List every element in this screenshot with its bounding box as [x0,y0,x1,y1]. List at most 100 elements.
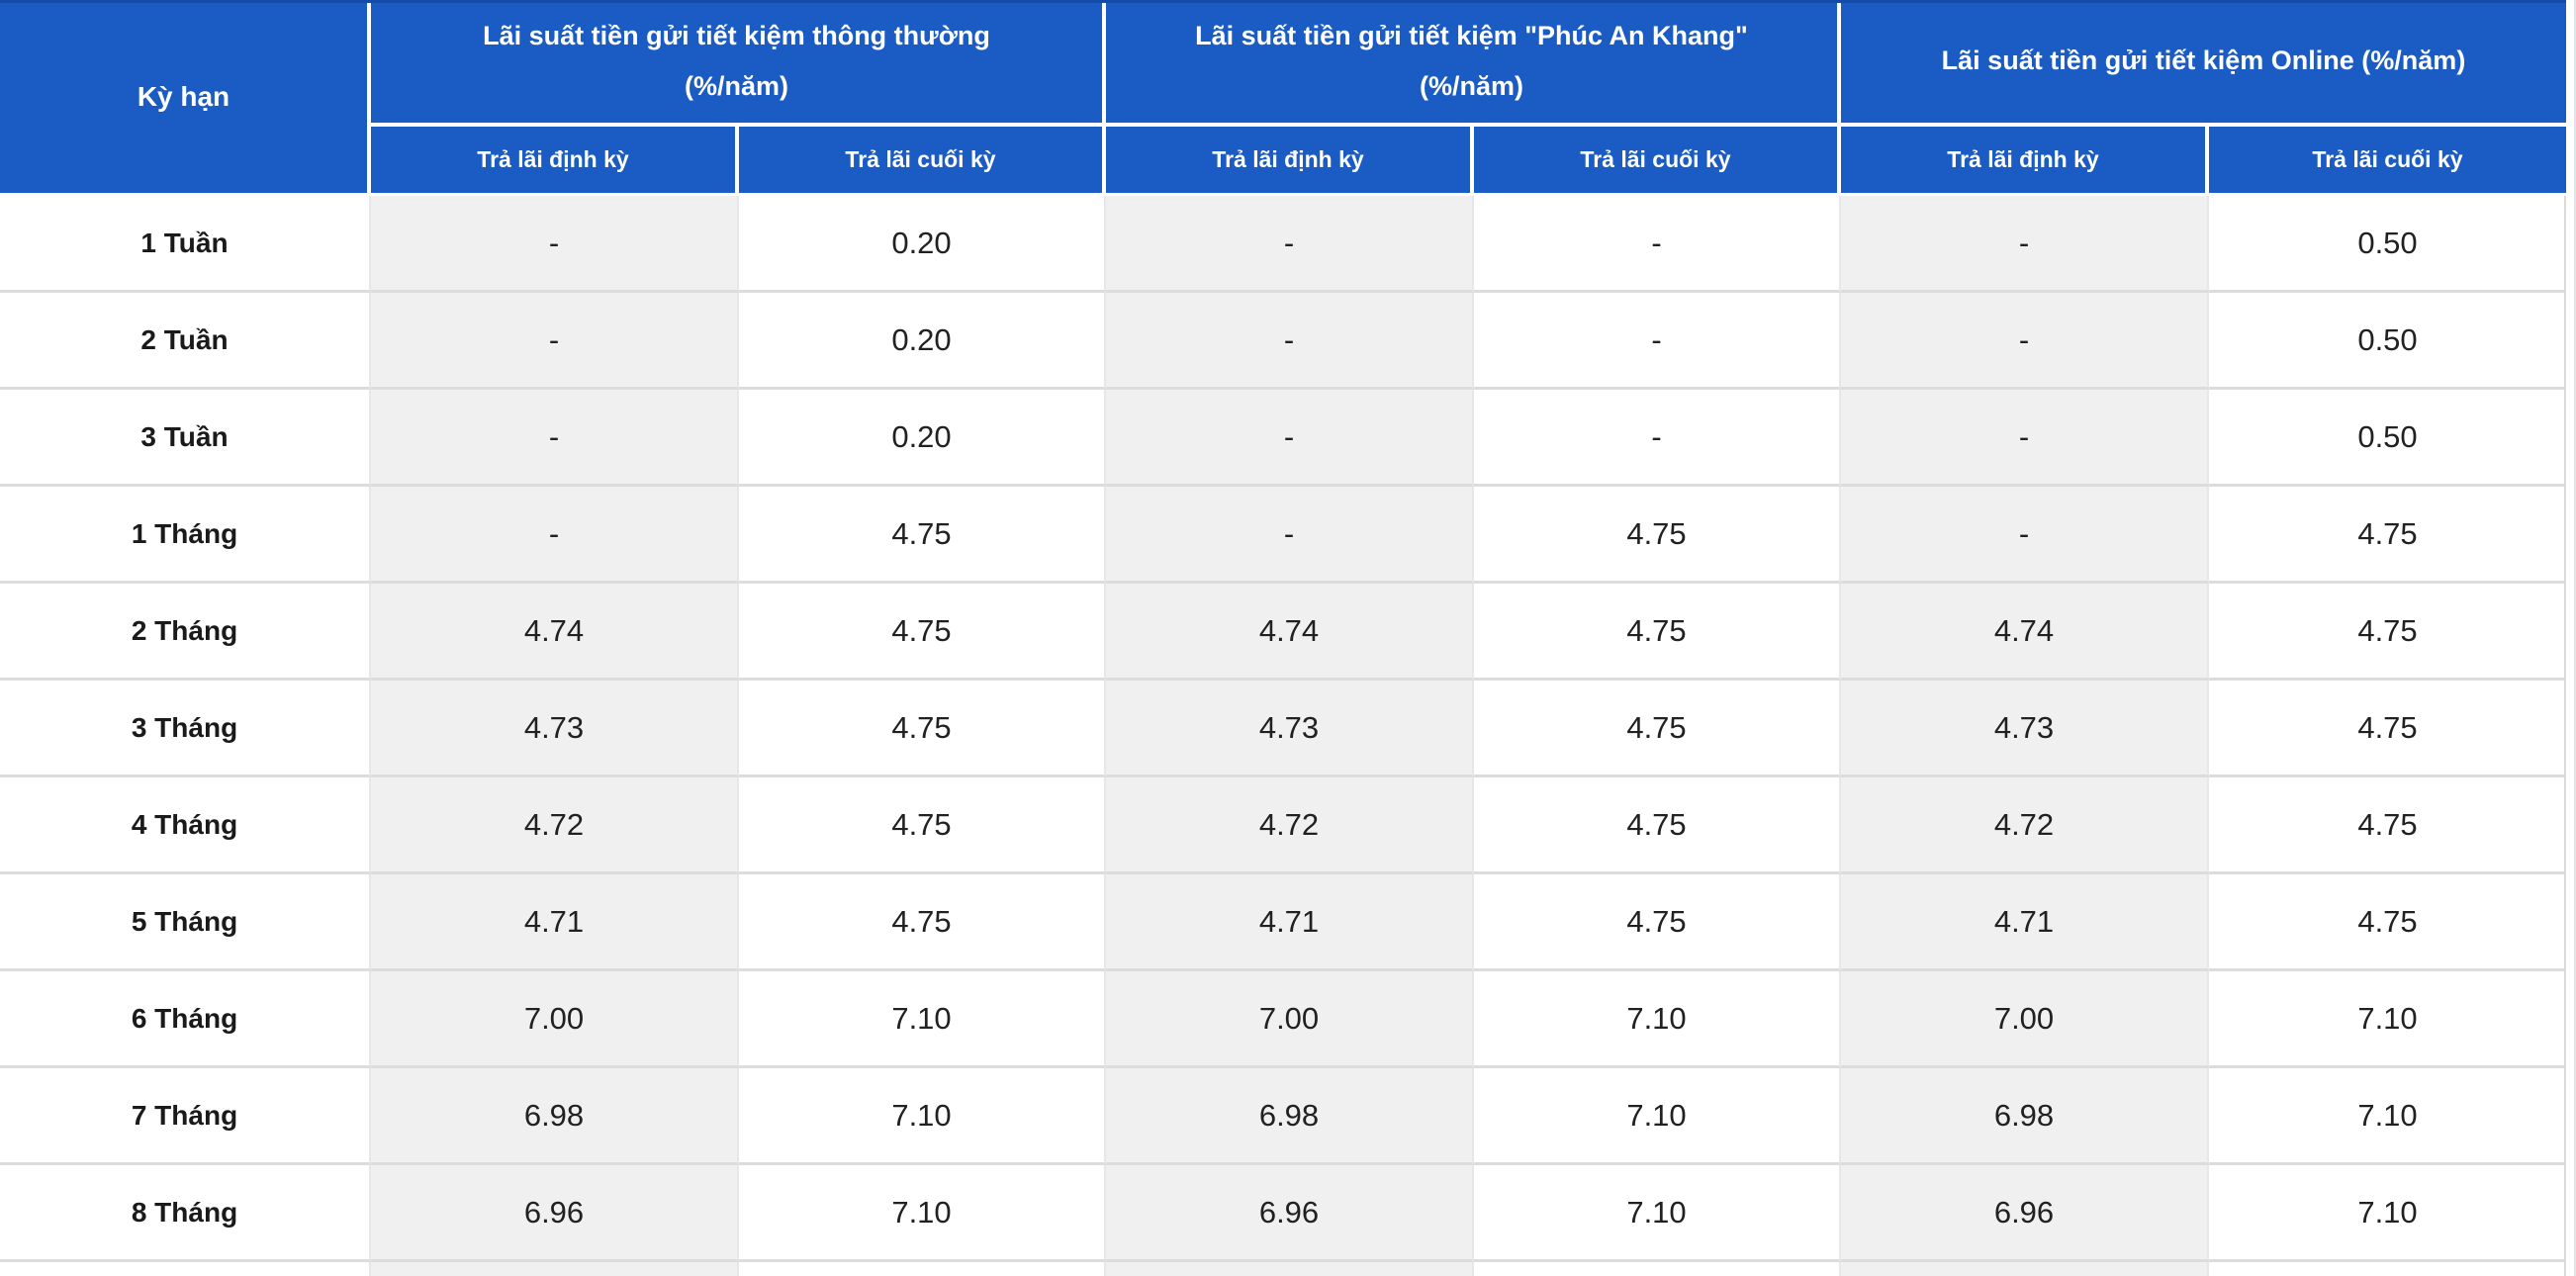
group-header-phuc-an-khang: Lãi suất tiền gửi tiết kiệm "Phúc An Kha… [1106,0,1841,127]
rate-cell-online-periodic: 4.72 [1841,777,2209,874]
term-cell: 8 Tháng [0,1165,371,1262]
rate-cell-online-periodic: 7.00 [1841,971,2209,1068]
rate-cell-regular-end: 4.75 [739,487,1106,584]
rate-cell-pak-periodic: - [1106,196,1474,293]
subcolumn-header-pak-end: Trả lãi cuối kỳ [1474,127,1841,196]
group-header-regular-savings: Lãi suất tiền gửi tiết kiệm thông thường… [371,0,1106,127]
rate-cell-online-end: 0.50 [2209,196,2566,293]
subcolumn-header-regular-periodic: Trả lãi định kỳ [371,127,739,196]
rate-cell-online-periodic: 6.98 [1841,1068,2209,1165]
group-header-title: Lãi suất tiền gửi tiết kiệm thông thường [483,20,990,50]
term-cell: 3 Tháng [0,681,371,777]
rate-cell-pak-end: 7.10 [1474,1165,1841,1262]
rate-cell-online-periodic: - [1841,196,2209,293]
rate-cell-regular-end: 0.20 [739,293,1106,390]
rate-cell-pak-periodic: 6.96 [1106,1165,1474,1262]
rate-cell-online-periodic: 4.71 [1841,874,2209,971]
rate-cell-online-end: 0.50 [2209,390,2566,487]
subcolumn-header-pak-periodic: Trả lãi định kỳ [1106,127,1474,196]
rate-cell [371,1262,739,1276]
rate-cell-pak-periodic: - [1106,487,1474,584]
rate-cell-pak-periodic: 4.72 [1106,777,1474,874]
rate-cell-pak-periodic: - [1106,390,1474,487]
term-cell: 3 Tuần [0,390,371,487]
rate-cell-pak-periodic: 4.74 [1106,584,1474,681]
rate-cell-online-end: 7.10 [2209,1068,2566,1165]
rate-cell-pak-periodic: 4.73 [1106,681,1474,777]
rate-cell-regular-periodic: 4.74 [371,584,739,681]
rate-cell-pak-periodic: 7.00 [1106,971,1474,1068]
group-header-title: Lãi suất tiền gửi tiết kiệm "Phúc An Kha… [1195,20,1748,50]
rate-cell-online-periodic: 6.96 [1841,1165,2209,1262]
rate-cell-online-end: 4.75 [2209,681,2566,777]
term-cell: 4 Tháng [0,777,371,874]
rate-cell [2209,1262,2566,1276]
term-cell: 1 Tuần [0,196,371,293]
rate-cell-online-periodic: - [1841,390,2209,487]
rate-cell-pak-periodic: 4.71 [1106,874,1474,971]
rate-cell-online-end: 0.50 [2209,293,2566,390]
rate-cell-online-end: 7.10 [2209,1165,2566,1262]
term-column-header: Kỳ hạn [0,0,371,196]
rate-cell-pak-periodic: 6.98 [1106,1068,1474,1165]
rate-cell-online-end: 7.10 [2209,971,2566,1068]
term-cell: 1 Tháng [0,487,371,584]
rate-cell-regular-periodic: 7.00 [371,971,739,1068]
rate-cell-regular-periodic: - [371,487,739,584]
group-header-unit: (%/năm) [684,71,788,101]
rate-cell-pak-end: 4.75 [1474,874,1841,971]
rate-cell [739,1262,1106,1276]
rate-cell-regular-end: 4.75 [739,584,1106,681]
rate-cell-online-periodic: 4.74 [1841,584,2209,681]
rate-cell-regular-end: 4.75 [739,777,1106,874]
rate-cell-regular-end: 4.75 [739,681,1106,777]
rate-cell [1841,1262,2209,1276]
rate-cell-online-end: 4.75 [2209,777,2566,874]
rate-cell-regular-end: 7.10 [739,1165,1106,1262]
rate-cell-pak-end: 4.75 [1474,681,1841,777]
group-header-title: Lãi suất tiền gửi tiết kiệm Online (%/nă… [1941,46,2466,76]
rate-cell-regular-periodic: 4.73 [371,681,739,777]
rate-cell-pak-end: 4.75 [1474,487,1841,584]
table-right-border [2564,196,2566,1276]
term-cell: 2 Tuần [0,293,371,390]
subcolumn-header-online-periodic: Trả lãi định kỳ [1841,127,2209,196]
term-cell [0,1262,371,1276]
rate-cell-pak-end: 4.75 [1474,777,1841,874]
term-cell: 7 Tháng [0,1068,371,1165]
rate-cell [1474,1262,1841,1276]
rate-cell-regular-end: 4.75 [739,874,1106,971]
page-right-edge-line [2574,0,2576,1276]
rate-cell-regular-periodic: - [371,390,739,487]
rate-cell-regular-periodic: 6.98 [371,1068,739,1165]
rate-cell-online-end: 4.75 [2209,874,2566,971]
subcolumn-header-regular-end: Trả lãi cuối kỳ [739,127,1106,196]
rate-cell-pak-end: 7.10 [1474,971,1841,1068]
rate-cell-regular-periodic: 4.71 [371,874,739,971]
term-cell: 6 Tháng [0,971,371,1068]
rate-cell-regular-end: 0.20 [739,196,1106,293]
rate-cell-online-periodic: - [1841,293,2209,390]
rate-cell-regular-end: 7.10 [739,1068,1106,1165]
rate-cell-pak-end: - [1474,390,1841,487]
term-cell: 5 Tháng [0,874,371,971]
rate-cell-online-end: 4.75 [2209,584,2566,681]
table-top-border [0,0,2566,3]
rate-cell-regular-periodic: - [371,196,739,293]
term-cell: 2 Tháng [0,584,371,681]
rate-cell-pak-end: - [1474,293,1841,390]
rate-cell-online-periodic: 4.73 [1841,681,2209,777]
rate-cell-pak-periodic: - [1106,293,1474,390]
rate-cell-regular-periodic: - [371,293,739,390]
rate-cell-regular-end: 7.10 [739,971,1106,1068]
rate-cell-pak-end: 7.10 [1474,1068,1841,1165]
group-header-online: Lãi suất tiền gửi tiết kiệm Online (%/nă… [1841,0,2566,127]
rate-cell-regular-end: 0.20 [739,390,1106,487]
rate-cell [1106,1262,1474,1276]
rate-cell-regular-periodic: 4.72 [371,777,739,874]
group-header-unit: (%/năm) [1419,71,1523,101]
subcolumn-header-online-end: Trả lãi cuối kỳ [2209,127,2566,196]
rate-cell-pak-end: - [1474,196,1841,293]
rate-cell-regular-periodic: 6.96 [371,1165,739,1262]
